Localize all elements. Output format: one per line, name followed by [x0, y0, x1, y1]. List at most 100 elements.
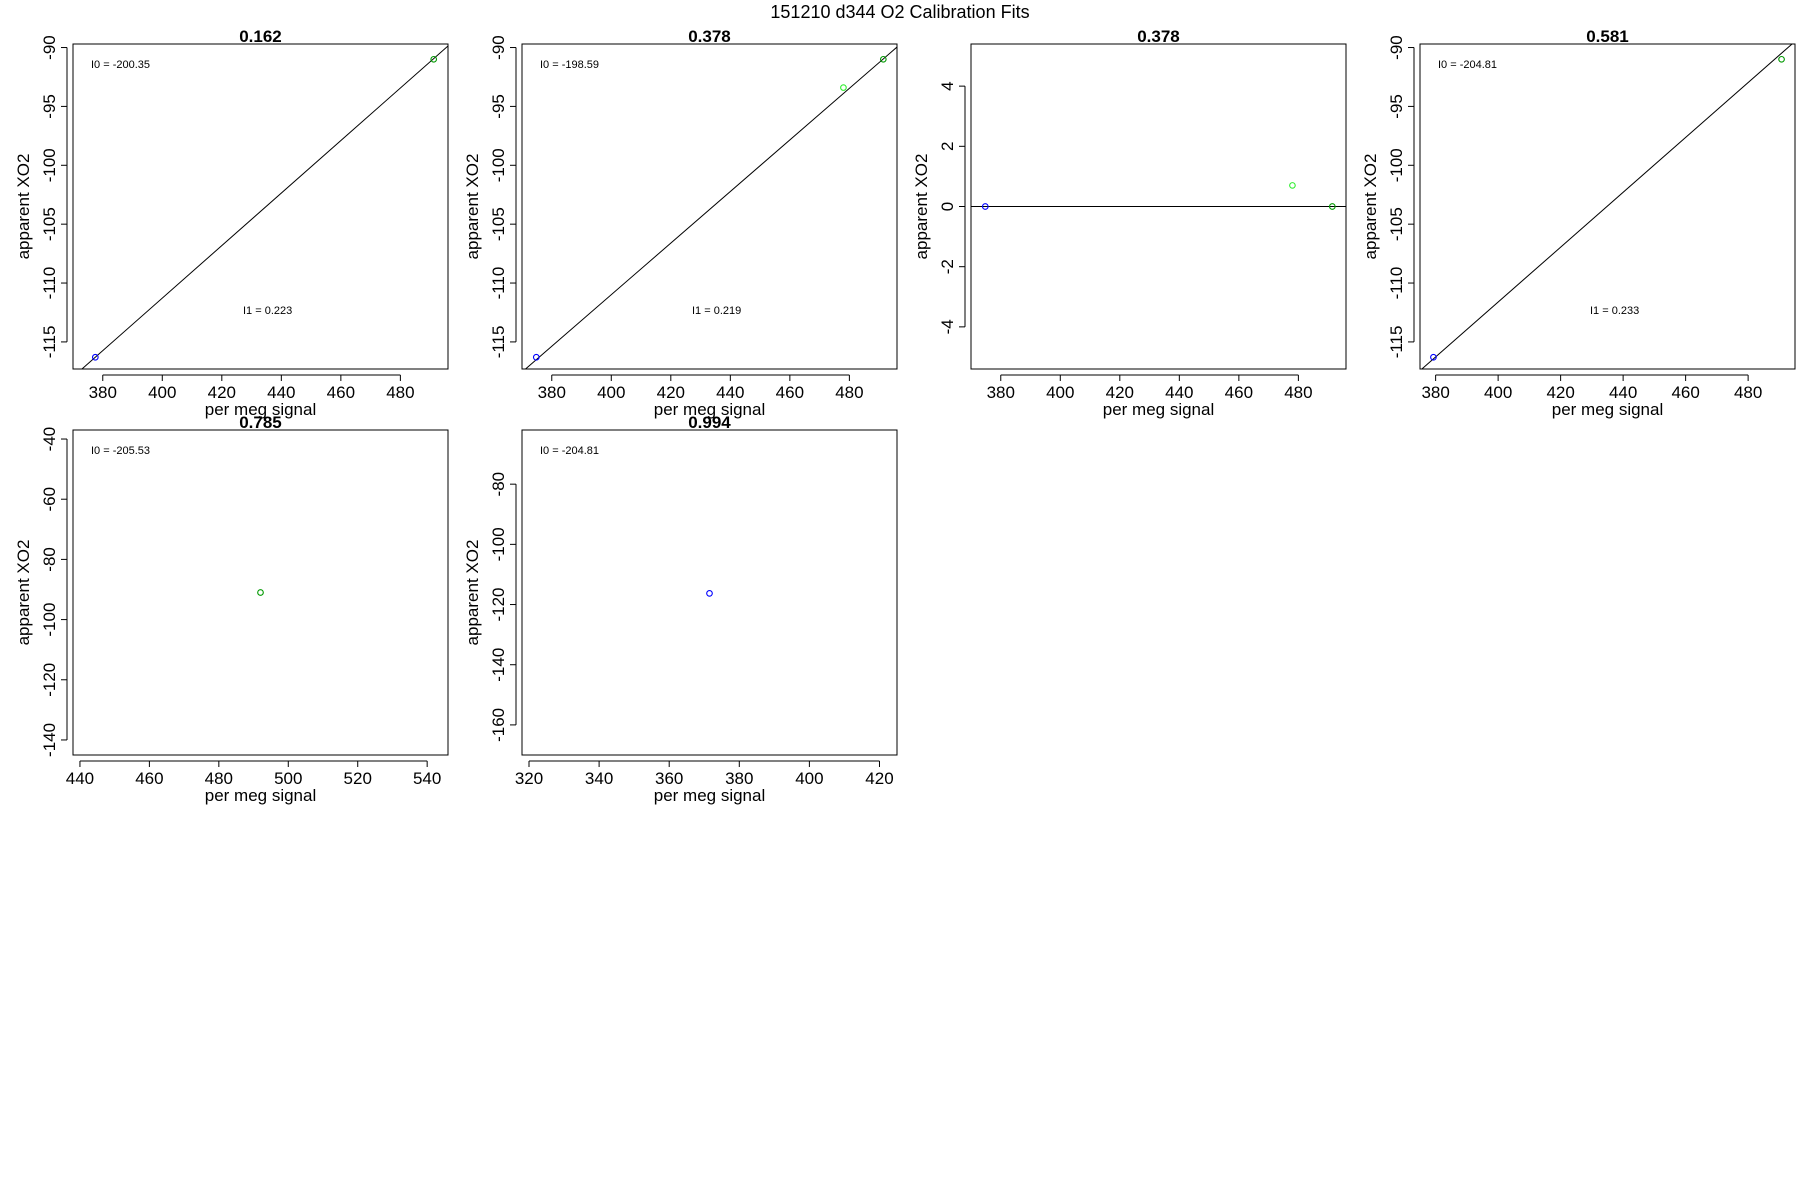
x-tick-label: 420	[865, 769, 893, 788]
y-axis-label: apparent XO2	[912, 154, 931, 260]
x-axis-label: per meg signal	[205, 400, 317, 419]
y-tick-label: -80	[40, 547, 59, 572]
x-tick-label: 400	[148, 383, 176, 402]
x-tick-label: 520	[344, 769, 372, 788]
x-tick-label: 400	[597, 383, 625, 402]
slope-annotation: I1 = 0.219	[692, 305, 741, 317]
intercept-annotation: I0 = -198.59	[540, 59, 599, 71]
x-tick-label: 440	[267, 383, 295, 402]
x-tick-label: 420	[1106, 383, 1134, 402]
figure-title: 151210 d344 O2 Calibration Fits	[770, 2, 1030, 22]
y-tick-label: -95	[489, 94, 508, 119]
x-tick-label: 440	[66, 769, 94, 788]
plot-panel: 0.162 380 400 420 440 460 480 per meg signal -90…	[14, 27, 449, 419]
y-tick-label: -100	[40, 603, 59, 637]
plot-area	[1421, 44, 1793, 369]
y-axis-label: apparent XO2	[463, 154, 482, 260]
y-axis-label: apparent XO2	[463, 540, 482, 646]
x-tick-label: 480	[835, 383, 863, 402]
y-tick-label: -140	[40, 723, 59, 757]
y-tick-label: -110	[40, 267, 59, 300]
plot-frame	[72, 429, 449, 756]
y-tick-label: -2	[938, 259, 957, 274]
y-tick-label: -115	[1387, 326, 1406, 359]
y-tick-label: 2	[938, 142, 957, 151]
panel-title: 0.581	[1586, 27, 1629, 46]
y-tick-label: -100	[489, 148, 508, 182]
data-point	[1289, 182, 1296, 189]
intercept-annotation: I0 = -200.35	[91, 59, 150, 71]
x-tick-label: 420	[1546, 383, 1574, 402]
fit-line	[81, 45, 448, 369]
y-tick-label: -115	[40, 326, 59, 359]
x-tick-label: 420	[208, 383, 236, 402]
plot-frame	[72, 43, 449, 370]
plot-panel: 0.994 320 340 360 380 400 420 per meg signal -80…	[463, 413, 898, 805]
y-tick-label: -115	[489, 326, 508, 359]
x-axis-label: per meg signal	[654, 400, 766, 419]
x-tick-label: 440	[716, 383, 744, 402]
x-tick-label: 400	[795, 769, 823, 788]
x-tick-label: 460	[135, 769, 163, 788]
x-tick-label: 500	[274, 769, 302, 788]
y-tick-label: 4	[938, 81, 957, 90]
plot-frame	[1419, 43, 1796, 370]
y-tick-label: -90	[1387, 35, 1406, 60]
plot-area	[524, 46, 897, 369]
fit-line	[1421, 44, 1793, 369]
x-tick-label: 480	[386, 383, 414, 402]
data-point	[840, 84, 847, 91]
panel-title: 0.994	[688, 413, 731, 432]
plot-panel: 0.378 380 400 420 440 460 480 per meg signal -90…	[463, 27, 898, 419]
x-tick-label: 480	[205, 769, 233, 788]
fit-line	[524, 46, 897, 369]
y-tick-label: -110	[1387, 267, 1406, 300]
data-point	[879, 55, 887, 63]
x-tick-label: 460	[1671, 383, 1699, 402]
y-tick-label: -95	[40, 94, 59, 119]
y-axis-label: apparent XO2	[14, 540, 33, 646]
x-tick-label: 540	[413, 769, 441, 788]
y-tick-label: 0	[938, 202, 957, 211]
data-point	[1328, 203, 1336, 210]
plot-area	[81, 45, 448, 369]
panel-title: 0.378	[1137, 27, 1180, 46]
y-tick-label: -120	[489, 588, 508, 622]
x-tick-label: 460	[776, 383, 804, 402]
plot-area	[706, 590, 713, 597]
slope-annotation: I1 = 0.233	[1590, 305, 1639, 317]
x-axis-label: per meg signal	[654, 786, 766, 805]
y-tick-label: -60	[40, 487, 59, 512]
data-point	[981, 203, 989, 210]
plot-frame	[521, 429, 898, 756]
x-tick-label: 400	[1484, 383, 1512, 402]
intercept-annotation: I0 = -204.81	[540, 445, 599, 457]
y-tick-label: -140	[489, 648, 508, 682]
data-point	[532, 353, 540, 361]
data-point	[430, 55, 438, 63]
x-tick-label: 440	[1609, 383, 1637, 402]
data-point	[91, 353, 99, 361]
plot-area	[257, 589, 264, 596]
x-tick-label: 360	[655, 769, 683, 788]
x-tick-label: 400	[1046, 383, 1074, 402]
plot-panel: 0.785 440 460 480 500 520 540 per meg signal -40…	[14, 413, 449, 805]
panel-title: 0.785	[239, 413, 282, 432]
data-point	[1778, 55, 1785, 63]
y-tick-label: -80	[489, 472, 508, 497]
y-tick-label: -105	[40, 207, 59, 241]
x-tick-label: 380	[987, 383, 1015, 402]
y-tick-label: -105	[489, 207, 508, 241]
y-axis-label: apparent XO2	[14, 154, 33, 260]
panel-title: 0.378	[688, 27, 731, 46]
x-tick-label: 420	[657, 383, 685, 402]
x-tick-label: 380	[89, 383, 117, 402]
y-tick-label: -100	[1387, 148, 1406, 182]
x-tick-label: 460	[327, 383, 355, 402]
y-tick-label: -160	[489, 708, 508, 742]
y-tick-label: -100	[40, 148, 59, 182]
plot-frame	[521, 43, 898, 370]
x-tick-label: 380	[725, 769, 753, 788]
x-tick-label: 320	[515, 769, 543, 788]
